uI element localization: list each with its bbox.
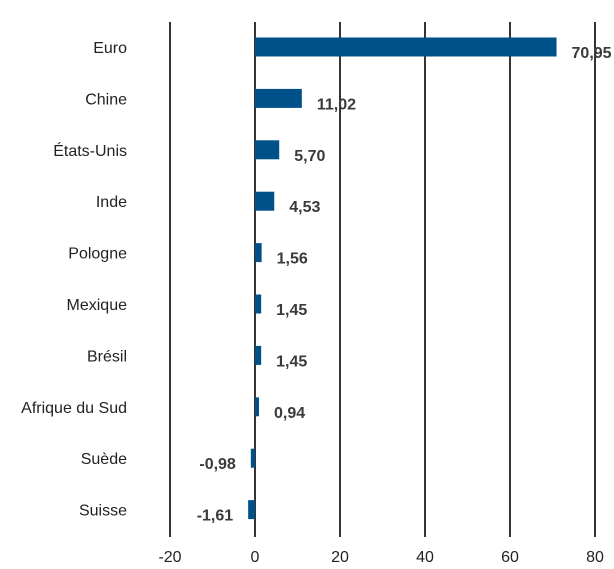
data-label: -0,98 bbox=[199, 456, 236, 473]
data-label: 0,94 bbox=[274, 405, 305, 422]
category-label: Inde bbox=[96, 194, 127, 211]
category-label: Euro bbox=[93, 40, 127, 57]
x-tick-label: 40 bbox=[416, 549, 434, 566]
bar bbox=[255, 294, 262, 314]
category-label: États-Unis bbox=[53, 141, 127, 160]
bar bbox=[248, 500, 255, 520]
data-label: 4,53 bbox=[289, 199, 320, 216]
bar bbox=[255, 345, 262, 365]
bar bbox=[255, 243, 262, 263]
category-label: Afrique du Sud bbox=[21, 400, 127, 417]
bar bbox=[255, 191, 275, 211]
bar bbox=[255, 88, 302, 108]
category-label: Brésil bbox=[87, 348, 127, 365]
category-label: Suède bbox=[81, 451, 127, 468]
bar bbox=[255, 397, 259, 417]
category-labels: Euro Chine États-Unis Inde Pologne Mexique Bré… bbox=[21, 40, 127, 520]
data-label: 11,02 bbox=[317, 96, 356, 113]
category-label: Chine bbox=[85, 91, 127, 108]
x-tick-label: 60 bbox=[501, 549, 519, 566]
bars bbox=[248, 37, 557, 520]
value-labels: 70,95 11,02 5,70 4,53 1,56 1,45 1,45 0,94 -0,98 -… bbox=[197, 45, 612, 525]
x-tick-label: 20 bbox=[331, 549, 349, 566]
category-label: Pologne bbox=[68, 246, 127, 263]
data-label: 1,45 bbox=[276, 353, 307, 370]
bar bbox=[250, 448, 255, 468]
data-label: 1,45 bbox=[276, 302, 307, 319]
data-label: 1,56 bbox=[277, 251, 308, 268]
bar bbox=[255, 140, 280, 160]
x-tick-label: 80 bbox=[586, 549, 604, 566]
category-label: Mexique bbox=[67, 297, 128, 314]
category-label: Suisse bbox=[79, 503, 127, 520]
x-tick-label: 0 bbox=[251, 549, 260, 566]
data-label: 70,95 bbox=[572, 45, 612, 62]
data-label: 5,70 bbox=[294, 148, 325, 165]
x-axis-tick-labels: -20 0 20 40 60 80 bbox=[158, 549, 604, 566]
x-tick-label: -20 bbox=[158, 549, 181, 566]
bar bbox=[255, 37, 557, 57]
data-label: -1,61 bbox=[197, 508, 234, 525]
